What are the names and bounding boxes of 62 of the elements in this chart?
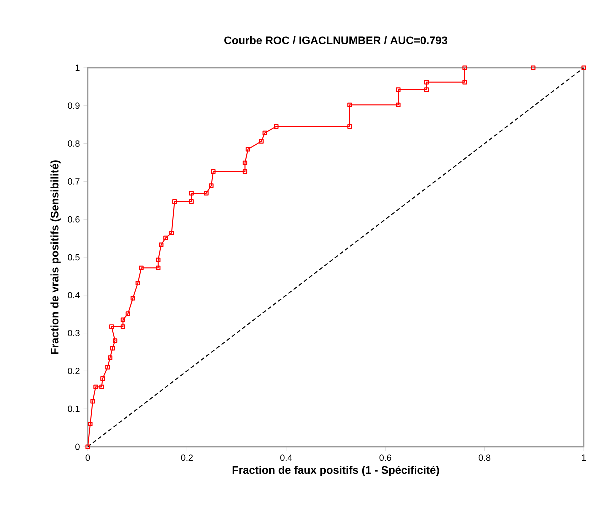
y-tick-label: 0.1 [68, 406, 80, 412]
point [348, 124, 352, 130]
point [139, 266, 144, 270]
point [424, 88, 430, 92]
point [108, 356, 113, 360]
point [100, 376, 106, 382]
x-axis-title: Fraction de faux positifs (1 - Spécificité) [232, 466, 440, 476]
y-tick-label: 0.4 [68, 292, 80, 299]
point [164, 236, 168, 240]
point [348, 102, 352, 108]
point [246, 147, 251, 152]
x-tick-label: 0 [86, 454, 90, 462]
point [204, 191, 209, 196]
x-tick-label: 0.6 [380, 454, 392, 462]
y-tick-label: 0.8 [68, 140, 80, 147]
point [120, 324, 126, 330]
point [172, 199, 178, 204]
point [156, 258, 161, 262]
point [531, 66, 536, 70]
point [396, 88, 401, 92]
point [88, 422, 93, 427]
point [209, 184, 214, 188]
point [424, 80, 430, 85]
x-tick-label: 0.8 [478, 454, 491, 462]
point [112, 338, 118, 344]
y-tick-label: 1 [76, 64, 80, 72]
x-tick-label: 1 [582, 454, 586, 461]
y-tick-label: 0.7 [68, 178, 80, 185]
point [462, 80, 468, 85]
y-tick-label: 0.9 [68, 102, 80, 110]
x-tick-label: 0.2 [181, 454, 193, 462]
point [156, 266, 161, 270]
point [100, 384, 104, 390]
point [170, 230, 174, 236]
point [242, 170, 248, 174]
y-tick-label: 0.2 [68, 368, 80, 374]
point [106, 365, 110, 370]
y-tick-label: 0.5 [68, 254, 80, 261]
point [242, 160, 248, 166]
point [259, 139, 264, 144]
chart-title: Courbe ROC / IGACLNUMBER / AUC=0.793 [224, 36, 448, 45]
point [462, 66, 468, 70]
point [126, 312, 130, 316]
point [262, 130, 268, 136]
point [94, 384, 98, 390]
point [396, 102, 401, 108]
y-tick-label: 0.3 [68, 330, 80, 336]
point [159, 242, 164, 248]
y-tick-label: 0 [76, 444, 80, 450]
point [130, 296, 136, 301]
point [120, 318, 126, 322]
point [90, 399, 96, 404]
y-axis-title: Fraction de vrais positifs (Sensibilité) [50, 160, 61, 354]
point [274, 124, 279, 130]
point [110, 346, 116, 351]
x-tick-label: 0.4 [280, 454, 292, 462]
y-tick-label: 0.6 [68, 216, 80, 223]
point [189, 191, 194, 196]
point [110, 324, 114, 330]
point [189, 199, 194, 204]
point [136, 280, 140, 286]
point [211, 170, 216, 174]
